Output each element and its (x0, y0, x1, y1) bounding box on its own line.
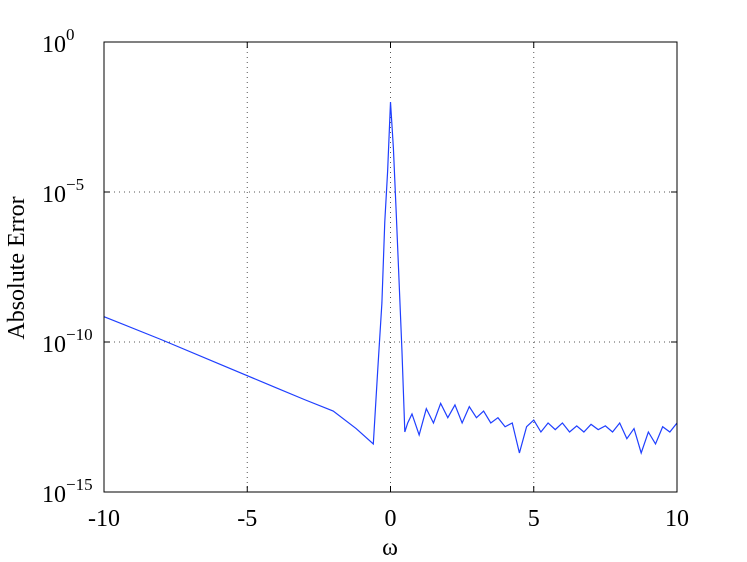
y-tick-base: 10 (42, 182, 66, 208)
y-tick-label: 10−15 (42, 475, 93, 508)
x-tick-label: -5 (237, 506, 257, 532)
x-tick-label: 0 (385, 506, 397, 532)
x-tick-label: 5 (528, 506, 540, 532)
y-tick-base: 10 (42, 332, 66, 358)
y-tick-label: 10−10 (42, 325, 93, 358)
y-axis-label: Absolute Error (4, 196, 30, 339)
x-axis-label: ω (382, 535, 398, 561)
y-tick-exponent: −5 (66, 175, 84, 194)
y-tick-exponent: 0 (66, 25, 75, 44)
x-tick-label: 10 (665, 506, 689, 532)
y-tick-base: 10 (42, 482, 66, 508)
y-tick-label: 10−5 (42, 175, 84, 208)
y-tick-label: 100 (42, 25, 75, 58)
y-tick-base: 10 (42, 32, 66, 58)
y-tick-exponent: −15 (66, 475, 93, 494)
plot-frame (103, 41, 678, 493)
data-line (103, 101, 678, 455)
y-tick-exponent: −10 (66, 325, 93, 344)
x-tick-label: -10 (88, 506, 120, 532)
